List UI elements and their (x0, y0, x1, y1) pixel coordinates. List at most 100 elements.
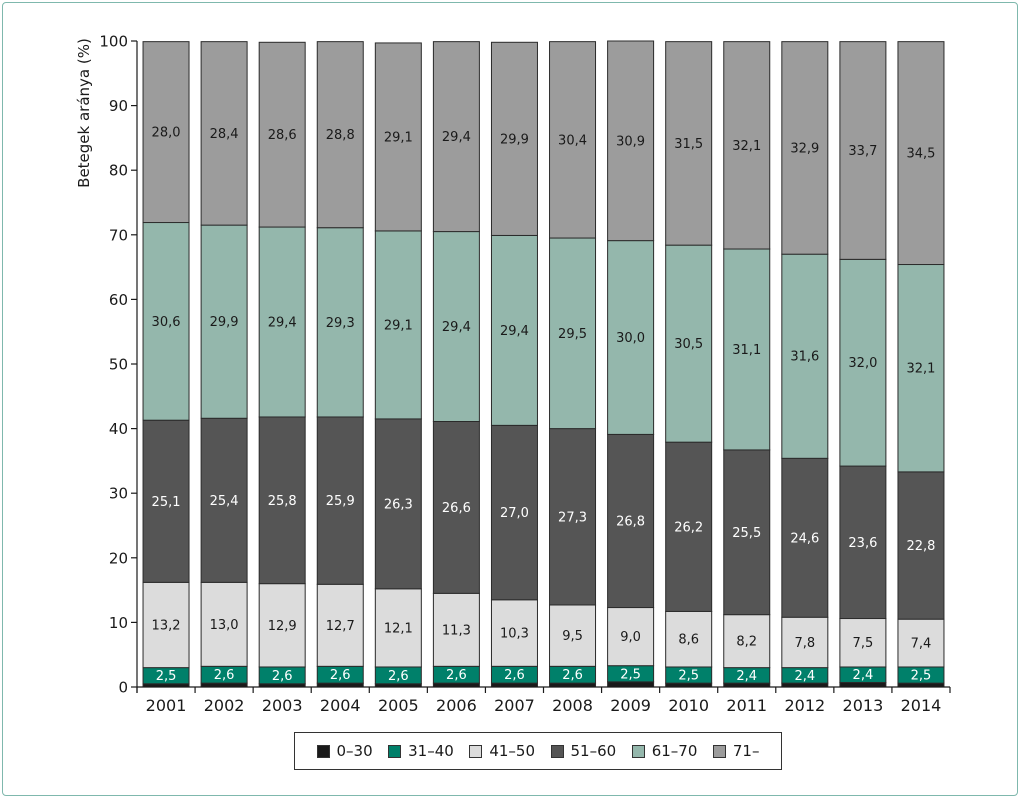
bar-segment (374, 418, 422, 590)
data-label: 2,5 (911, 669, 932, 684)
data-label: 32,1 (906, 362, 935, 377)
data-label: 32,0 (848, 356, 877, 371)
legend-label: 61–70 (651, 742, 698, 760)
bar-segment (258, 226, 306, 418)
data-label: 31,6 (790, 350, 819, 365)
bar-segment (200, 41, 248, 226)
x-tick-label: 2008 (552, 696, 593, 715)
bar-segment (432, 420, 480, 594)
data-label: 7,4 (911, 637, 932, 652)
data-label: 8,2 (736, 635, 757, 650)
data-label: 25,5 (732, 526, 761, 541)
data-label: 2,6 (214, 668, 235, 683)
x-tick-label: 2002 (204, 696, 245, 715)
data-label: 32,1 (732, 139, 761, 154)
data-label: 7,8 (794, 636, 815, 651)
bar-segment (374, 588, 422, 668)
legend-swatch (550, 744, 564, 758)
data-label: 12,9 (268, 619, 297, 634)
legend-label: 0–30 (336, 742, 373, 760)
bar-segment (432, 592, 480, 667)
bar-segment (549, 428, 597, 606)
data-label: 29,9 (500, 132, 529, 147)
data-label: 2,6 (562, 668, 583, 683)
data-label: 27,0 (500, 506, 529, 521)
bar-segment (607, 40, 655, 242)
bar-segment (316, 416, 364, 585)
bar-segment (374, 230, 422, 420)
bar-segment (897, 41, 945, 266)
data-label: 33,7 (848, 144, 877, 159)
data-label: 26,3 (384, 497, 413, 512)
bar-segment (723, 614, 771, 669)
data-label: 11,3 (442, 623, 471, 638)
data-label: 24,6 (790, 531, 819, 546)
bar-segment (897, 618, 945, 668)
bar-segment (897, 264, 945, 473)
bar-segment (723, 248, 771, 451)
bar-segment (839, 465, 887, 620)
bar-segment (432, 231, 480, 422)
data-label: 2,4 (736, 669, 757, 684)
data-label: 34,5 (906, 147, 935, 162)
bar-segment (432, 41, 480, 233)
data-label: 28,6 (268, 128, 297, 143)
legend-label: 71– (732, 742, 760, 760)
data-label: 30,0 (616, 331, 645, 346)
data-label: 7,5 (853, 636, 874, 651)
data-label: 29,1 (384, 318, 413, 333)
legend-item: 51–60 (550, 742, 616, 760)
data-label: 2,6 (330, 668, 351, 683)
y-tick-label: 100 (99, 33, 128, 51)
x-tick-label: 2001 (146, 696, 187, 715)
y-tick-label: 50 (109, 356, 128, 374)
data-label: 8,6 (678, 633, 699, 648)
bar-segment (490, 234, 538, 426)
bar-segment (607, 240, 655, 435)
x-tick-label: 2012 (784, 696, 825, 715)
bar-segment (258, 583, 306, 668)
data-label: 13,2 (152, 618, 181, 633)
bar-segment (665, 41, 713, 246)
legend-item: 61–70 (631, 742, 698, 760)
y-tick-label: 80 (109, 162, 128, 180)
data-label: 2,5 (156, 669, 177, 684)
legend: 0–30 31–40 41–50 51–60 61–70 71– (294, 732, 782, 770)
bar-segment (142, 41, 190, 224)
bar-segment (781, 457, 829, 618)
data-label: 2,4 (794, 669, 815, 684)
data-label: 2,6 (388, 669, 409, 684)
x-tick-label: 2011 (726, 696, 767, 715)
x-tick-label: 2004 (320, 696, 361, 715)
data-label: 12,1 (384, 621, 413, 636)
data-label: 30,9 (616, 134, 645, 149)
y-tick-label: 70 (109, 226, 128, 244)
legend-swatch (469, 744, 483, 758)
bar-segment (665, 610, 713, 668)
data-label: 30,5 (674, 337, 703, 352)
data-label: 29,3 (326, 316, 355, 331)
x-tick-label: 2007 (494, 696, 535, 715)
y-tick-label: 20 (109, 549, 128, 567)
x-tick-label: 2006 (436, 696, 477, 715)
data-label: 29,4 (442, 130, 471, 145)
bar-segment (200, 224, 248, 419)
data-label: 30,4 (558, 133, 587, 148)
bar-segment (142, 419, 190, 583)
data-label: 12,7 (326, 619, 355, 634)
data-label: 25,4 (210, 494, 239, 509)
bar-segment (258, 41, 306, 228)
data-label: 29,9 (210, 315, 239, 330)
legend-label: 31–40 (408, 742, 454, 760)
x-tick-label: 2010 (668, 696, 709, 715)
bar-segment (258, 416, 306, 585)
data-label: 29,4 (500, 324, 529, 339)
bar-segment (781, 253, 829, 459)
data-label: 26,8 (616, 514, 645, 529)
data-label: 9,0 (620, 630, 641, 645)
data-label: 25,9 (326, 494, 355, 509)
data-label: 29,4 (268, 316, 297, 331)
data-label: 29,1 (384, 130, 413, 145)
